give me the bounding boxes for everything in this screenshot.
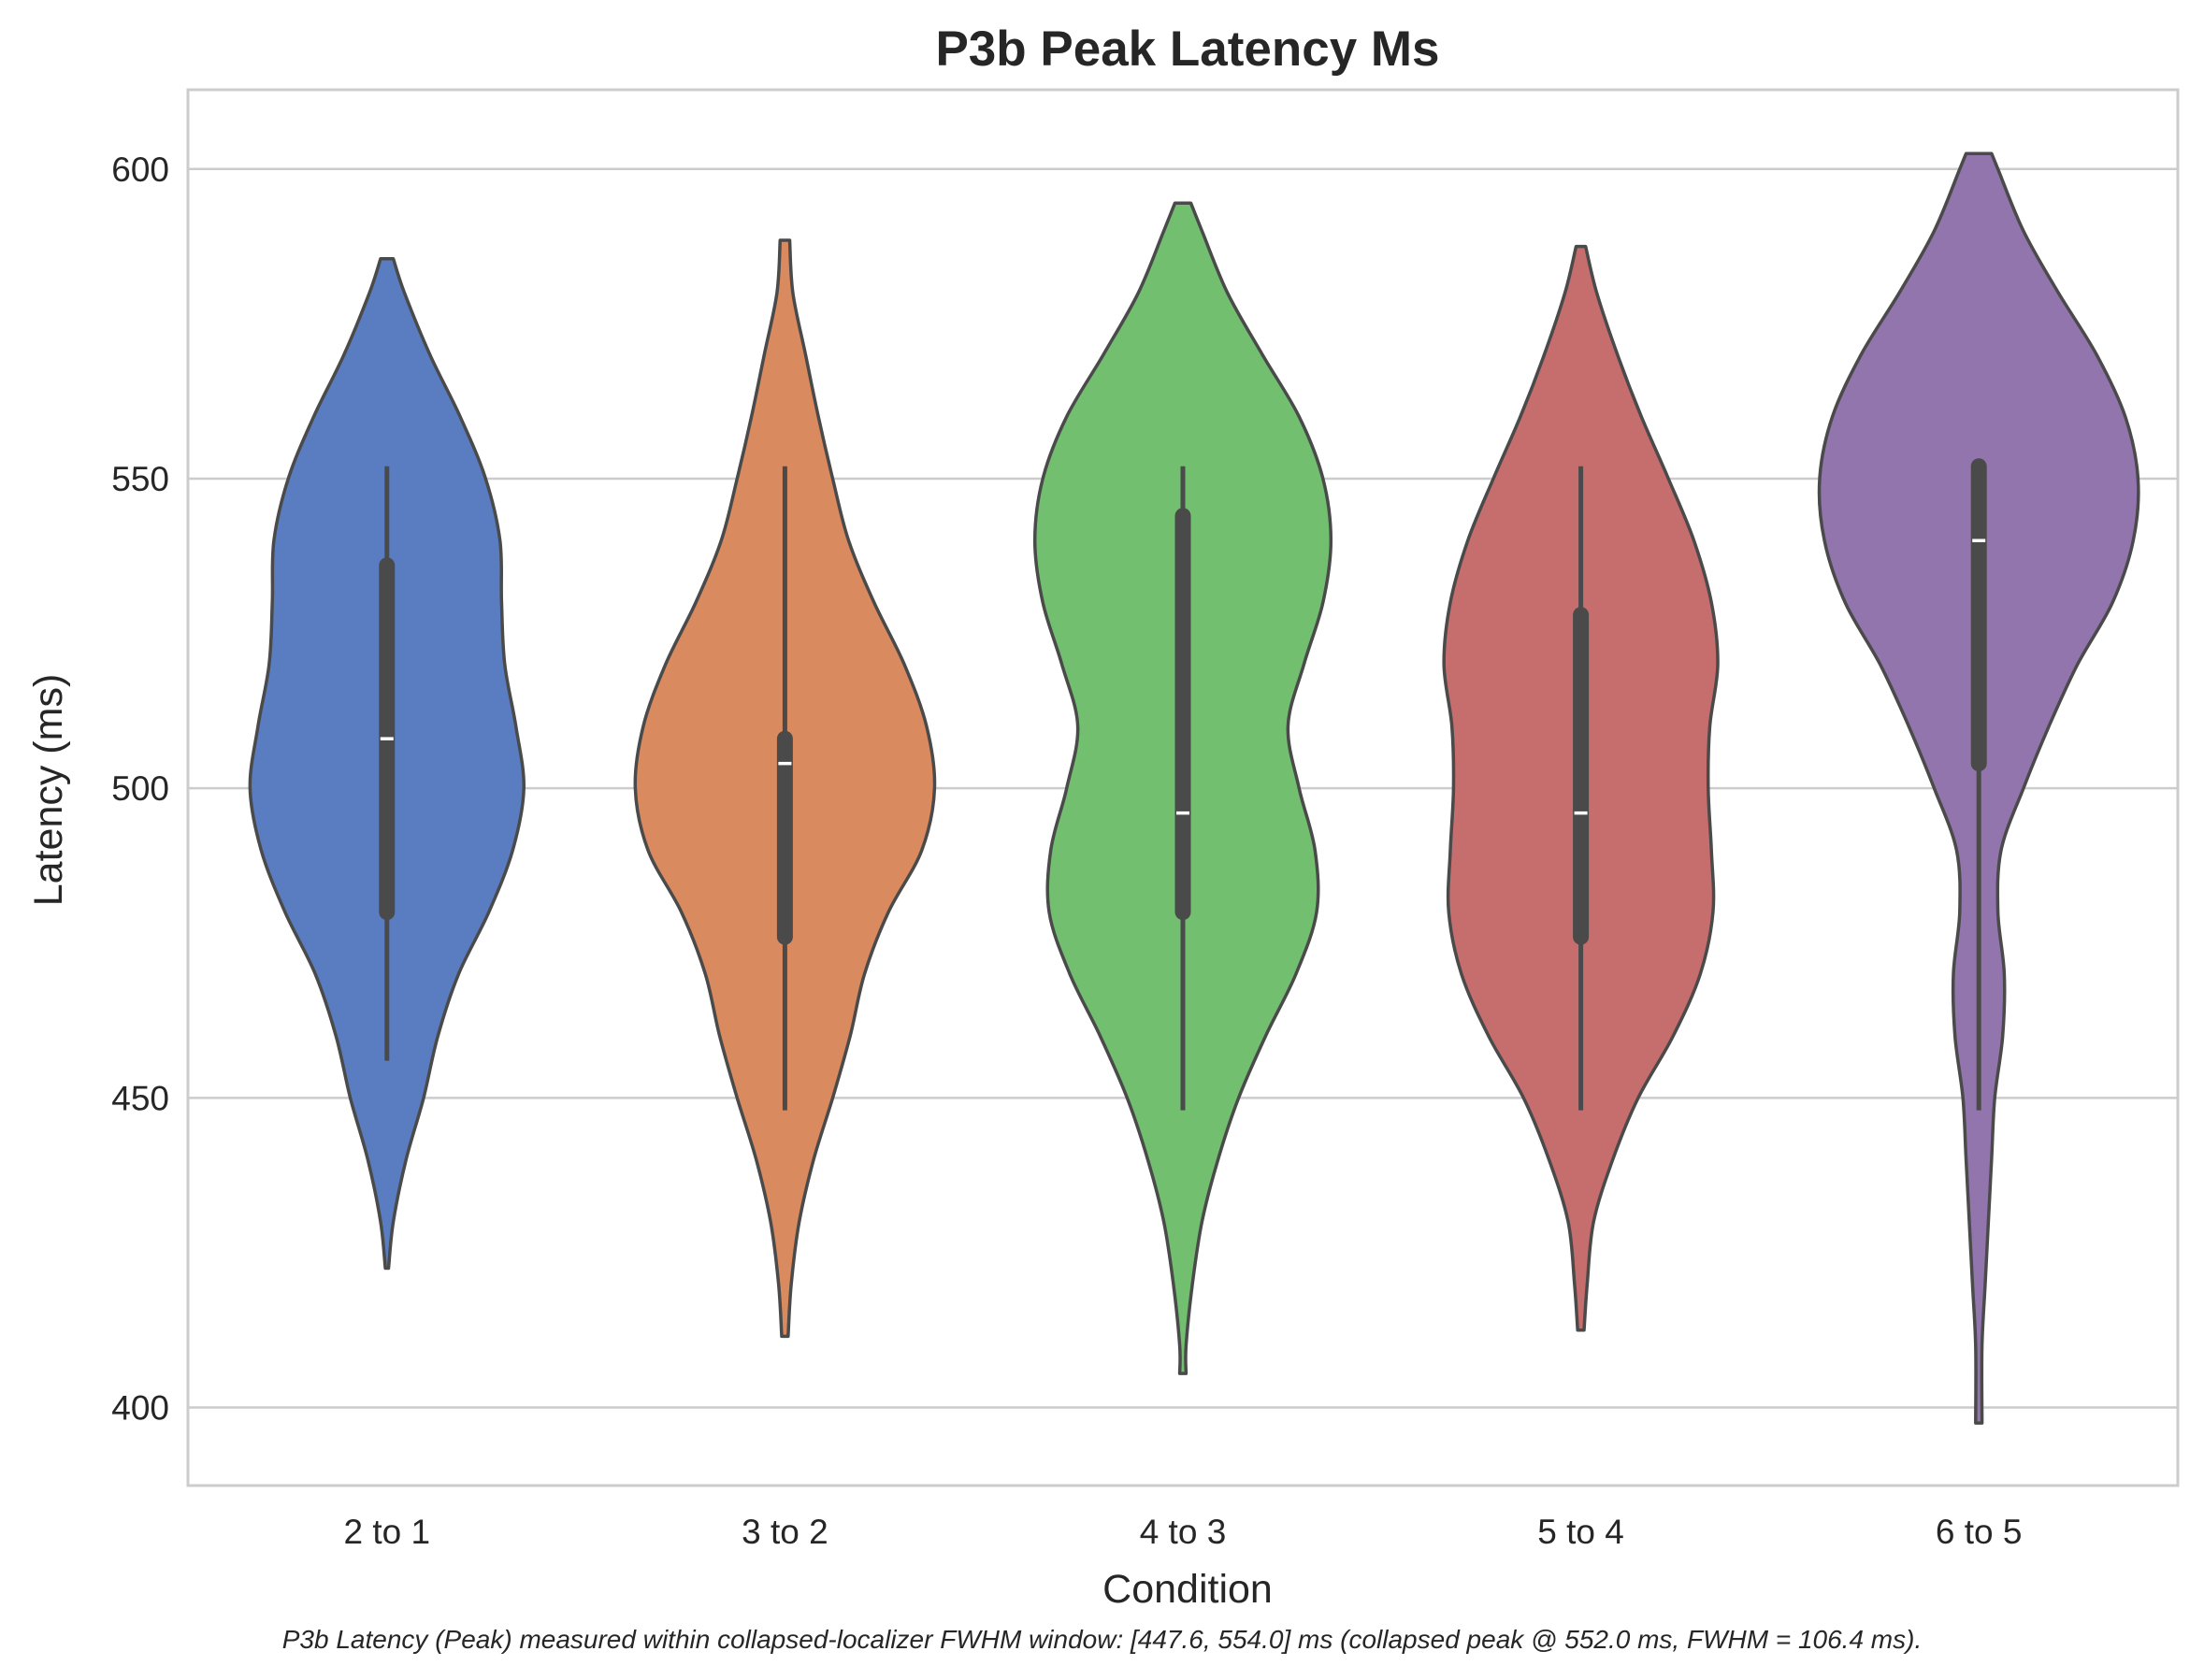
x-tick-labels: 2 to 1 3 to 2 4 to 3 5 to 4 6 to 5 — [344, 1513, 2023, 1551]
y-tick-label: 400 — [111, 1389, 169, 1428]
x-tick-label: 6 to 5 — [1936, 1513, 2023, 1551]
y-tick-labels: 400 450 500 550 600 — [111, 151, 169, 1428]
y-tick-label: 600 — [111, 151, 169, 189]
x-axis-label: Condition — [1102, 1567, 1273, 1612]
y-tick-label: 500 — [111, 769, 169, 808]
y-axis-label: Latency (ms) — [26, 674, 71, 907]
x-tick-label: 5 to 4 — [1537, 1513, 1624, 1551]
x-tick-label: 2 to 1 — [344, 1513, 431, 1551]
chart-title: P3b Peak Latency Ms — [935, 22, 1439, 77]
figure-caption: P3b Latency (Peak) measured within colla… — [281, 1625, 1923, 1654]
y-tick-label: 550 — [111, 460, 169, 498]
plot-frame — [186, 88, 2180, 1487]
y-tick-label: 450 — [111, 1079, 169, 1117]
violins — [248, 151, 2140, 1425]
x-tick-label: 4 to 3 — [1140, 1513, 1227, 1551]
x-tick-label: 3 to 2 — [742, 1513, 828, 1551]
